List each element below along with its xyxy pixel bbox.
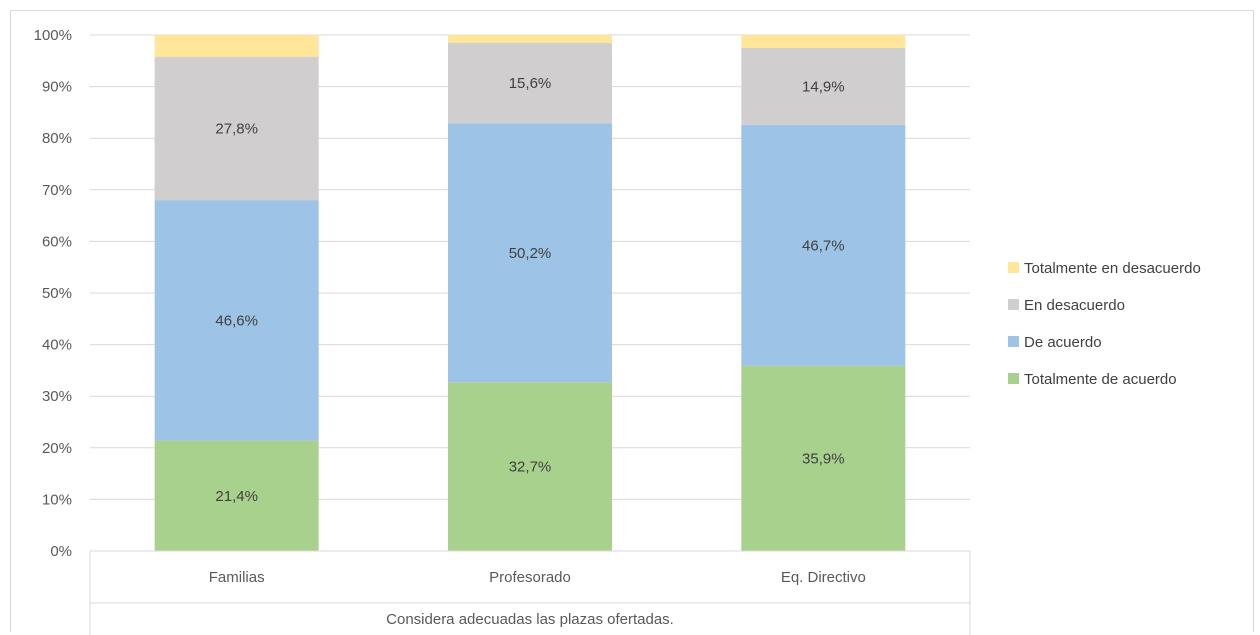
y-tick-label: 20% <box>42 440 72 457</box>
y-axis-ticks: 0% 10% 20% 30% 40% 50% 60% 70% 80% 90% 100% <box>34 27 72 560</box>
data-labels: 21,4% 46,6% 27,8% 32,7% 50,2% 15,6% 35,9% 46,7%… <box>215 75 844 505</box>
x-category-label: Familias <box>209 569 265 586</box>
y-tick-label: 70% <box>42 182 72 199</box>
legend: Totalmente en desacuerdo En desacuerdo De … <box>1008 260 1201 388</box>
bar-segment <box>741 365 906 551</box>
bar-segment <box>154 200 319 441</box>
legend-swatch <box>1008 262 1019 273</box>
data-label: 50,2% <box>509 245 552 262</box>
x-category-label: Profesorado <box>489 569 571 586</box>
x-axis: Familias Profesorado Eq. Directivo <box>89 550 971 635</box>
x-axis-group-label: Considera adecuadas las plazas ofertadas… <box>386 611 674 628</box>
bar-segment <box>448 35 612 43</box>
legend-swatch <box>1008 336 1019 347</box>
y-tick-label: 60% <box>42 233 72 250</box>
data-label: 46,6% <box>215 312 258 329</box>
y-tick-label: 40% <box>42 337 72 354</box>
y-tick-label: 30% <box>42 388 72 405</box>
bar-segment <box>448 123 612 383</box>
legend-label: En desacuerdo <box>1024 297 1125 314</box>
y-tick-label: 10% <box>42 491 72 508</box>
data-label: 35,9% <box>802 450 845 467</box>
bars <box>154 35 906 551</box>
data-label: 21,4% <box>215 488 258 505</box>
data-label: 14,9% <box>802 78 845 95</box>
data-label: 15,6% <box>509 75 552 92</box>
legend-swatch <box>1008 299 1019 310</box>
data-label: 46,7% <box>802 237 845 254</box>
y-tick-label: 50% <box>42 285 72 302</box>
x-category-label: Eq. Directivo <box>781 569 866 586</box>
bar-segment <box>741 47 906 125</box>
y-tick-label: 100% <box>34 27 72 44</box>
bar-segment <box>741 124 906 366</box>
bar-segment <box>154 56 319 201</box>
data-label: 27,8% <box>215 120 258 137</box>
y-tick-label: 90% <box>42 79 72 96</box>
y-tick-label: 80% <box>42 130 72 147</box>
legend-label: De acuerdo <box>1024 334 1102 351</box>
bar-segment <box>448 382 612 551</box>
legend-label: Totalmente de acuerdo <box>1024 371 1177 388</box>
legend-label: Totalmente en desacuerdo <box>1024 260 1201 277</box>
legend-swatch <box>1008 373 1019 384</box>
bar-segment <box>741 35 906 48</box>
y-tick-label: 0% <box>50 543 72 560</box>
bar-segment <box>448 42 612 124</box>
bar-segment <box>154 35 319 57</box>
data-label: 32,7% <box>509 459 552 476</box>
bar-segment <box>154 440 319 551</box>
